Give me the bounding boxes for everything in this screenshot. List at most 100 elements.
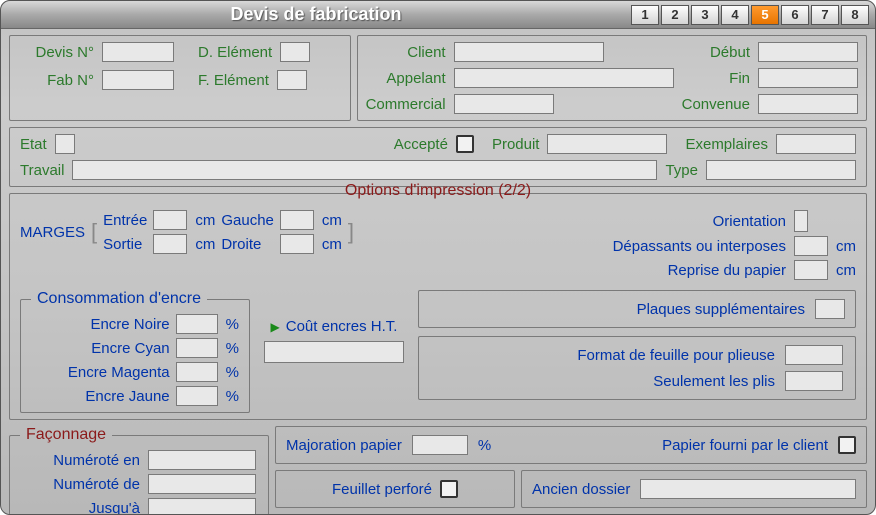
format-label: Format de feuille pour plieuse — [429, 347, 775, 364]
panel-client: Client Début Appelant Fin Commercial Con… — [357, 35, 867, 121]
entree-unit: cm — [195, 212, 215, 229]
window-title: Devis de fabrication — [1, 4, 631, 25]
sortie-field[interactable] — [153, 234, 187, 254]
window: Devis de fabrication 12345678 Devis N° D… — [0, 0, 876, 515]
jaune-label: Encre Jaune — [31, 388, 170, 405]
reprise-unit: cm — [836, 262, 856, 279]
etat-label: Etat — [20, 136, 47, 153]
type-field[interactable] — [706, 160, 856, 180]
majoration-pct: % — [478, 437, 491, 454]
magenta-field[interactable] — [176, 362, 218, 382]
faconnage-fieldset: Façonnage Numéroté en Numéroté de Jusqu'… — [9, 426, 269, 515]
numerote-en-label: Numéroté en — [20, 452, 140, 469]
titlebar: Devis de fabrication 12345678 — [1, 1, 875, 29]
ancien-field[interactable] — [640, 479, 856, 499]
format-field[interactable] — [785, 345, 843, 365]
page-button-1[interactable]: 1 — [631, 5, 659, 25]
format-panel: Format de feuille pour plieuse Seulement… — [418, 336, 856, 400]
ancien-label: Ancien dossier — [532, 481, 630, 498]
page-button-5[interactable]: 5 — [751, 5, 779, 25]
panel-status: Etat Accepté Produit Exemplaires Travail… — [9, 127, 867, 187]
jaune-pct: % — [226, 388, 239, 405]
jaune-field[interactable] — [176, 386, 218, 406]
majoration-panel: Majoration papier % Papier fourni par le… — [275, 426, 867, 464]
feuillet-checkbox[interactable] — [440, 480, 458, 498]
plis-label: Seulement les plis — [429, 373, 775, 390]
depassants-field[interactable] — [794, 236, 828, 256]
fin-field[interactable] — [758, 68, 858, 88]
cout-label: Coût encres H.T. — [286, 318, 398, 335]
d-element-field[interactable] — [280, 42, 310, 62]
orientation-label: Orientation — [374, 213, 786, 230]
appelant-label: Appelant — [366, 70, 446, 87]
exemplaires-label: Exemplaires — [685, 136, 768, 153]
fourni-checkbox[interactable] — [838, 436, 856, 454]
travail-field[interactable] — [72, 160, 657, 180]
fourni-label: Papier fourni par le client — [662, 437, 828, 454]
devis-no-field[interactable] — [102, 42, 174, 62]
plis-field[interactable] — [785, 371, 843, 391]
debut-field[interactable] — [758, 42, 858, 62]
page-button-8[interactable]: 8 — [841, 5, 869, 25]
ancien-panel: Ancien dossier — [521, 470, 867, 508]
depassants-unit: cm — [836, 238, 856, 255]
numerote-de-field[interactable] — [148, 474, 256, 494]
fab-no-field[interactable] — [102, 70, 174, 90]
panel-devis: Devis N° D. Elément Fab N° F. Elément — [9, 35, 351, 121]
noire-field[interactable] — [176, 314, 218, 334]
majoration-field[interactable] — [412, 435, 468, 455]
cyan-label: Encre Cyan — [31, 340, 170, 357]
page-button-3[interactable]: 3 — [691, 5, 719, 25]
client-label: Client — [366, 44, 446, 61]
droite-field[interactable] — [280, 234, 314, 254]
magenta-label: Encre Magenta — [31, 364, 170, 381]
options-panel: Options d'impression (2/2) MARGES [ Entr… — [9, 193, 867, 420]
majoration-label: Majoration papier — [286, 437, 402, 454]
f-element-label: F. Elément — [198, 72, 269, 89]
commercial-field[interactable] — [454, 94, 554, 114]
d-element-label: D. Elément — [198, 44, 272, 61]
gauche-unit: cm — [322, 212, 342, 229]
produit-label: Produit — [492, 136, 540, 153]
entree-label: Entrée — [103, 212, 147, 229]
page-button-2[interactable]: 2 — [661, 5, 689, 25]
cyan-field[interactable] — [176, 338, 218, 358]
gauche-label: Gauche — [221, 212, 274, 229]
fin-label: Fin — [682, 70, 750, 87]
accepte-checkbox[interactable] — [456, 135, 474, 153]
jusqua-field[interactable] — [148, 498, 256, 515]
f-element-field[interactable] — [277, 70, 307, 90]
appelant-field[interactable] — [454, 68, 674, 88]
type-label: Type — [665, 162, 698, 179]
plaques-field[interactable] — [815, 299, 845, 319]
magenta-pct: % — [226, 364, 239, 381]
plaques-panel: Plaques supplémentaires — [418, 290, 856, 328]
jusqua-label: Jusqu'à — [20, 500, 140, 515]
commercial-label: Commercial — [366, 96, 446, 113]
reprise-field[interactable] — [794, 260, 828, 280]
produit-field[interactable] — [547, 134, 667, 154]
exemplaires-field[interactable] — [776, 134, 856, 154]
noire-label: Encre Noire — [31, 316, 170, 333]
debut-label: Début — [682, 44, 750, 61]
page-button-4[interactable]: 4 — [721, 5, 749, 25]
droite-label: Droite — [221, 236, 274, 253]
droite-unit: cm — [322, 236, 342, 253]
ink-legend: Consommation d'encre — [31, 290, 207, 308]
sortie-unit: cm — [195, 236, 215, 253]
convenue-field[interactable] — [758, 94, 858, 114]
client-field[interactable] — [454, 42, 604, 62]
cout-field[interactable] — [264, 341, 404, 363]
feuillet-label: Feuillet perforé — [332, 481, 432, 498]
arrow-icon: ▶ — [271, 320, 280, 334]
options-title: Options d'impression (2/2) — [341, 182, 535, 200]
page-button-6[interactable]: 6 — [781, 5, 809, 25]
page-button-7[interactable]: 7 — [811, 5, 839, 25]
etat-field[interactable] — [55, 134, 75, 154]
travail-label: Travail — [20, 162, 64, 179]
depassants-label: Dépassants ou interposes — [374, 238, 786, 255]
gauche-field[interactable] — [280, 210, 314, 230]
entree-field[interactable] — [153, 210, 187, 230]
numerote-en-field[interactable] — [148, 450, 256, 470]
orientation-field[interactable] — [794, 210, 808, 232]
